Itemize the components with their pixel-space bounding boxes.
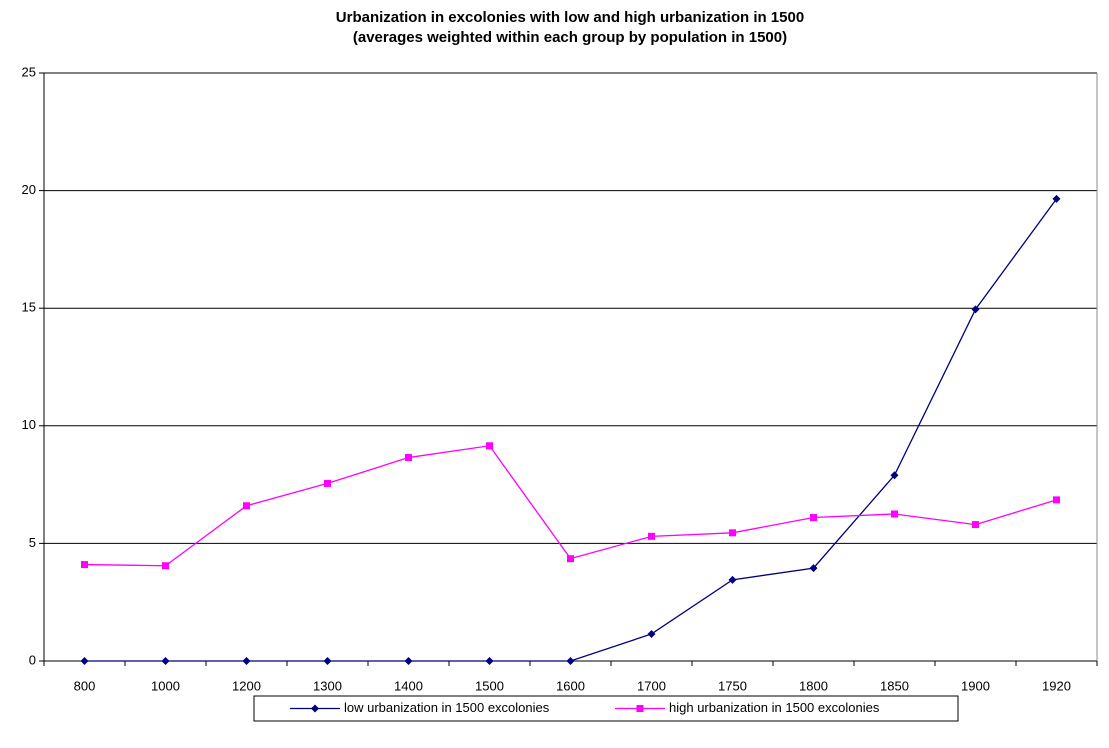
series-line <box>84 198 1058 662</box>
legend-label: low urbanization in 1500 excolonies <box>344 700 550 715</box>
y-tick-label: 25 <box>22 64 36 79</box>
legend <box>253 695 959 722</box>
point <box>971 305 980 314</box>
point <box>1053 496 1060 504</box>
point <box>647 629 656 638</box>
x-tick-label: 1750 <box>718 678 747 693</box>
point <box>323 657 332 665</box>
y-tick-label: 5 <box>29 535 36 550</box>
x-tick-label: 1000 <box>151 678 180 693</box>
point <box>729 529 736 537</box>
series-line <box>84 445 1057 567</box>
point <box>1052 194 1061 203</box>
y-tick-label: 10 <box>22 417 36 432</box>
point <box>324 479 331 487</box>
point <box>566 657 575 665</box>
legend-marker <box>636 705 644 712</box>
x-tick-label: 1400 <box>394 678 423 693</box>
point <box>567 555 574 563</box>
y-tick-label: 15 <box>22 300 36 315</box>
x-tick-label: 1700 <box>637 678 666 693</box>
chart-title: Urbanization in excolonies with low and … <box>336 9 804 26</box>
point <box>728 575 737 584</box>
point <box>972 521 979 529</box>
legend-marker <box>311 704 319 713</box>
y-tick-label: 20 <box>22 182 36 197</box>
chart-subtitle: (averages weighted within each group by … <box>353 29 787 46</box>
point <box>809 564 818 573</box>
point <box>486 442 493 450</box>
x-tick-label: 1500 <box>475 678 504 693</box>
x-tick-label: 1800 <box>799 678 828 693</box>
point <box>162 562 169 570</box>
x-tick-label: 1300 <box>313 678 342 693</box>
point <box>890 471 899 480</box>
point <box>810 514 817 522</box>
y-tick-label: 0 <box>29 652 36 667</box>
x-tick-label: 1850 <box>880 678 909 693</box>
point <box>405 454 412 462</box>
x-tick-label: 1900 <box>961 678 990 693</box>
point <box>242 657 251 665</box>
point <box>80 657 89 665</box>
point <box>243 502 250 510</box>
point <box>891 510 898 518</box>
point <box>648 532 655 540</box>
x-tick-label: 1200 <box>232 678 261 693</box>
legend-label: high urbanization in 1500 excolonies <box>669 700 880 715</box>
x-tick-label: 1600 <box>556 678 585 693</box>
x-tick-label: 1920 <box>1042 678 1071 693</box>
point <box>81 561 88 569</box>
point <box>161 657 170 665</box>
x-tick-label: 800 <box>74 678 96 693</box>
point <box>485 657 494 665</box>
point <box>404 657 413 665</box>
